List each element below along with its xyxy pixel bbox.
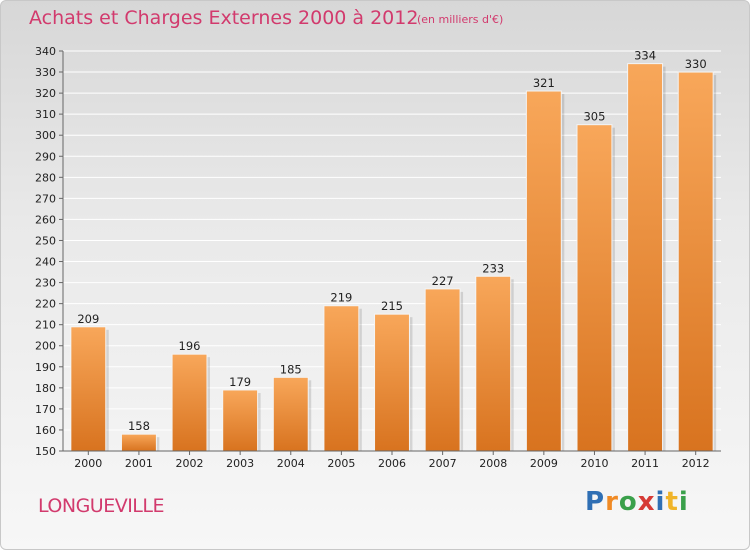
- y-tick-label: 230: [35, 277, 56, 290]
- x-tick-label: 2009: [530, 457, 558, 470]
- y-tick-label: 300: [35, 129, 56, 142]
- bar-2009[interactable]: [525, 90, 562, 452]
- y-tick-label: 310: [35, 108, 56, 121]
- y-tick-label: 170: [35, 403, 56, 416]
- logo-letter: i: [655, 487, 666, 517]
- y-tick-label: 260: [35, 213, 56, 226]
- y-tick-label: 150: [35, 445, 56, 458]
- bar-2007[interactable]: [424, 288, 461, 452]
- data-label: 321: [533, 76, 555, 90]
- data-label: 215: [381, 299, 403, 313]
- y-tick-label: 190: [35, 361, 56, 374]
- x-tick-label: 2001: [125, 457, 153, 470]
- commune-name: LONGUEVILLE: [38, 495, 165, 517]
- y-tick-label: 250: [35, 234, 56, 247]
- y-tick-label: 280: [35, 171, 56, 184]
- logo-letter: x: [637, 487, 656, 517]
- y-tick-label: 290: [35, 150, 56, 163]
- y-tick-label: 270: [35, 192, 56, 205]
- y-tick-label: 330: [35, 66, 56, 79]
- logo-letter: P: [585, 487, 606, 517]
- x-tick-label: 2008: [479, 457, 507, 470]
- x-tick-label: 2003: [226, 457, 254, 470]
- bar-2012[interactable]: [677, 71, 714, 452]
- y-tick-label: 340: [35, 45, 56, 58]
- data-label: 209: [77, 312, 99, 326]
- y-tick-label: 160: [35, 424, 56, 437]
- chart-subtitle: (en milliers d'€): [417, 13, 504, 26]
- proxiti-logo[interactable]: Proxiti: [585, 487, 689, 517]
- chart-title: Achats et Charges Externes 2000 à 2012: [29, 7, 419, 29]
- data-label: 233: [482, 261, 504, 275]
- x-tick-label: 2011: [631, 457, 659, 470]
- logo-letter: o: [618, 487, 638, 517]
- bar-2000[interactable]: [70, 326, 107, 452]
- logo-letter: t: [665, 487, 679, 517]
- bar-2006[interactable]: [374, 313, 410, 452]
- x-tick-label: 2004: [277, 457, 305, 470]
- logo-letter: r: [605, 487, 619, 517]
- data-label: 305: [583, 110, 605, 124]
- data-label: 219: [330, 291, 352, 305]
- data-label: 179: [229, 375, 251, 389]
- y-tick-label: 180: [35, 382, 56, 395]
- y-tick-label: 200: [35, 340, 56, 353]
- data-label: 196: [179, 339, 201, 353]
- bar-2010[interactable]: [576, 124, 613, 452]
- y-tick-label: 220: [35, 298, 56, 311]
- bar-2011[interactable]: [627, 63, 664, 452]
- y-tick-label: 210: [35, 319, 56, 332]
- bar-2002[interactable]: [171, 353, 208, 452]
- x-tick-label: 2012: [682, 457, 710, 470]
- x-tick-label: 2005: [327, 457, 355, 470]
- y-tick-label: 240: [35, 256, 56, 269]
- x-tick-label: 2006: [378, 457, 406, 470]
- bar-2001[interactable]: [120, 433, 157, 452]
- data-label: 334: [634, 49, 656, 63]
- y-tick-label: 320: [35, 87, 56, 100]
- data-label: 158: [128, 419, 150, 433]
- data-label: 185: [280, 362, 302, 376]
- bar-2004[interactable]: [272, 376, 309, 452]
- bar-2005[interactable]: [323, 305, 360, 452]
- data-label: 330: [685, 57, 707, 71]
- x-tick-label: 2007: [429, 457, 457, 470]
- data-label: 227: [432, 274, 454, 288]
- logo-letter: i: [678, 487, 689, 517]
- bar-2008[interactable]: [475, 275, 512, 452]
- x-tick-label: 2002: [176, 457, 204, 470]
- x-tick-label: 2000: [74, 457, 102, 470]
- x-tick-label: 2010: [580, 457, 608, 470]
- bar-2003[interactable]: [222, 389, 259, 452]
